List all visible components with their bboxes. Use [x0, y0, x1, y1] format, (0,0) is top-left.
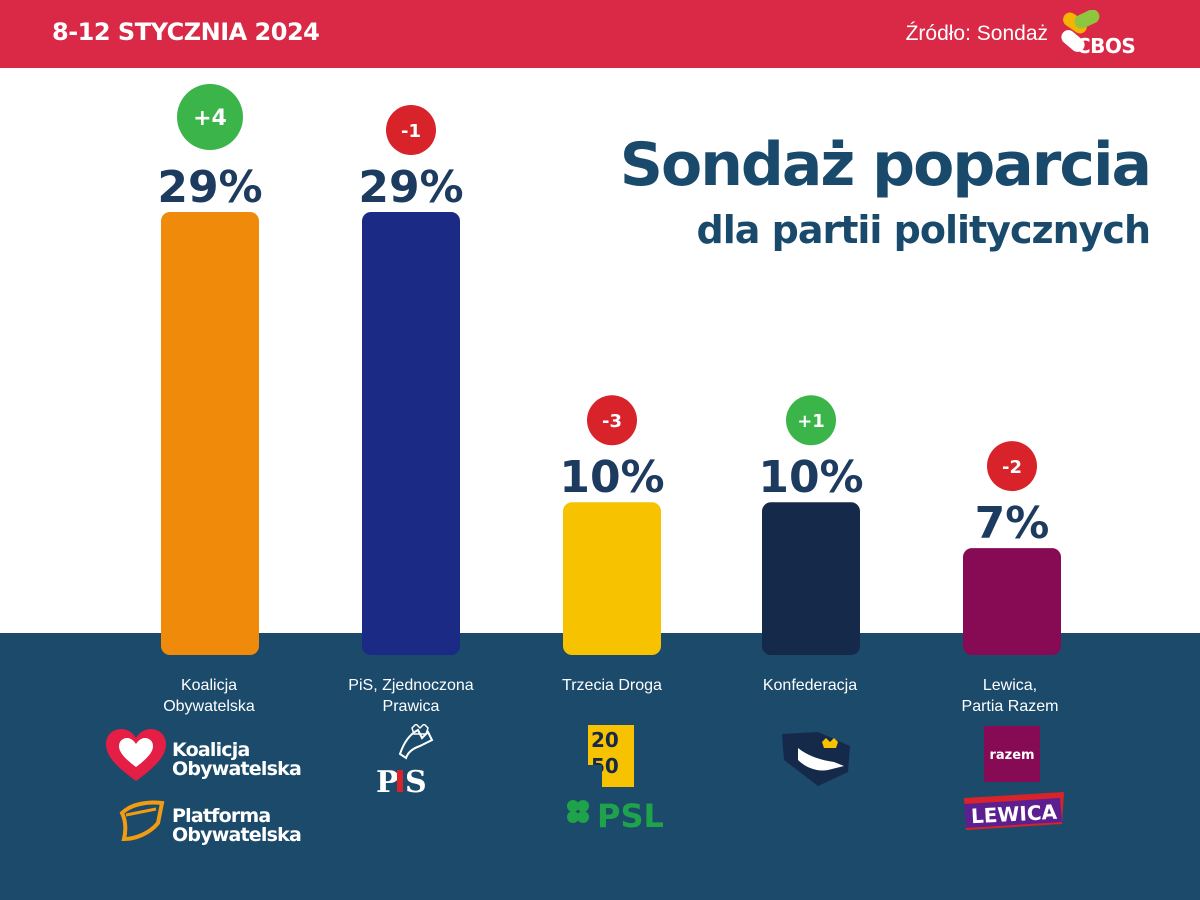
- value-label-lewica: 7%: [975, 498, 1050, 549]
- change-badge-td: [587, 395, 637, 446]
- svg-text:PSL: PSL: [597, 797, 663, 831]
- change-label-ko: +4: [193, 106, 227, 131]
- source-label: Źródło: Sondaż: [905, 22, 1048, 45]
- bar-lewica: [963, 548, 1061, 655]
- chart-title: Sondaż poparcia: [619, 130, 1152, 200]
- svg-text:LEWICA: LEWICA: [970, 800, 1058, 828]
- po-logo-icon: [119, 800, 165, 842]
- svg-text:P: P: [376, 765, 399, 796]
- category-label-lewica: Lewica, Partia Razem: [961, 677, 1059, 715]
- change-badge-ko: [177, 84, 243, 150]
- category-label-ko: Koalicja Obywatelska: [163, 677, 255, 715]
- bar-pis: [362, 212, 460, 655]
- value-label-ko: 29%: [157, 162, 262, 213]
- survey-date: 8-12 STYCZNIA 2024: [52, 18, 320, 46]
- psl-logo-icon: PSL: [567, 797, 663, 831]
- lewica-logo-icon: LEWICA: [964, 792, 1064, 830]
- change-badge-konf: [786, 395, 836, 446]
- header-bar: [0, 0, 1200, 68]
- polska-2050-logo-icon: 20 50: [588, 725, 634, 787]
- bar-konf: [762, 502, 860, 655]
- cbos-logo-icon: [1061, 10, 1100, 52]
- change-label-lewica: -2: [1002, 457, 1022, 478]
- bar-ko: [161, 212, 259, 655]
- cbos-brand-text: CBOS: [1076, 34, 1136, 58]
- value-label-konf: 10%: [758, 452, 863, 503]
- konfederacja-eagle-icon: [782, 732, 850, 786]
- po-logo-text: Platforma Obywatelska: [172, 805, 302, 846]
- svg-text:20: 20: [591, 728, 619, 752]
- category-label-pis: PiS, Zjednoczona Prawica: [348, 677, 474, 715]
- ko-heart-icon: [106, 729, 166, 781]
- svg-text:razem: razem: [989, 748, 1034, 763]
- change-label-pis: -1: [401, 121, 421, 142]
- change-label-konf: +1: [797, 411, 825, 432]
- change-badge-lewica: [987, 441, 1037, 492]
- bar-td: [563, 502, 661, 655]
- change-label-td: -3: [602, 411, 622, 432]
- chart-subtitle: dla partii politycznych: [696, 208, 1151, 252]
- bar-chart: 29% +4 29% -1 10% -3 10% +1 7% -2: [157, 84, 1061, 655]
- pis-eagle-logo-icon: P S: [376, 724, 434, 796]
- razem-logo-icon: razem: [984, 726, 1040, 782]
- value-label-pis: 29%: [358, 162, 463, 213]
- svg-text:S: S: [405, 765, 427, 796]
- ko-logo-text: Koalicja Obywatelska: [172, 739, 302, 780]
- change-badge-pis: [386, 105, 436, 155]
- category-label-konf: Konfederacja: [762, 677, 858, 694]
- value-label-td: 10%: [559, 452, 664, 503]
- category-label-td: Trzecia Droga: [562, 677, 662, 694]
